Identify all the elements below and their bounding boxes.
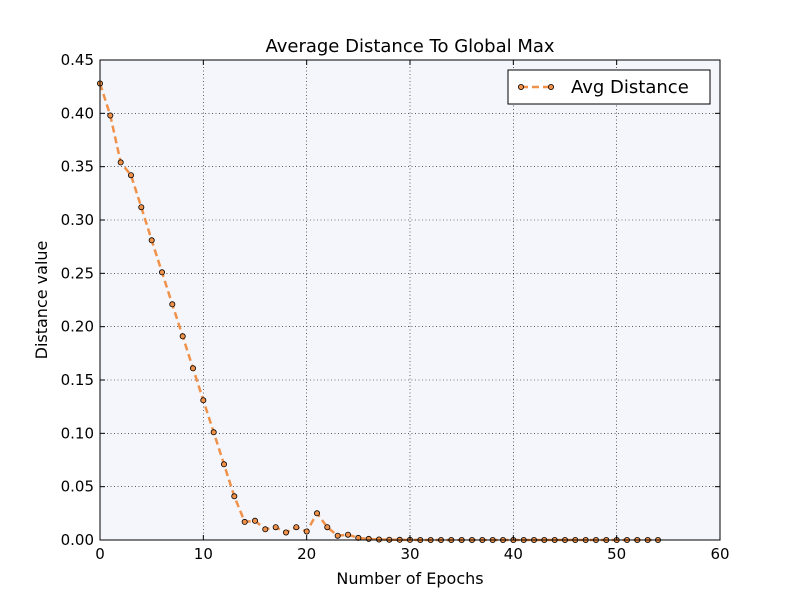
x-tick-label: 0	[95, 545, 105, 563]
data-point	[117, 159, 124, 166]
data-point	[210, 429, 217, 436]
y-axis-label: Distance value	[32, 241, 51, 360]
x-axis-label: Number of Epochs	[336, 569, 483, 588]
data-point	[355, 534, 362, 541]
legend-marker-sample	[518, 84, 525, 91]
data-point	[231, 493, 238, 500]
data-point	[272, 524, 279, 531]
y-tick-label: 0.35	[61, 158, 94, 176]
data-point	[344, 531, 351, 538]
x-tick-label: 20	[297, 545, 316, 563]
x-tick-label: 10	[194, 545, 213, 563]
data-point	[200, 397, 207, 404]
x-tick-label: 60	[710, 545, 729, 563]
axis-ticks: 0 10 20 30 40 50 60 0.00 0.05 0.10 0.15 0.20 0.25 0.3…	[61, 51, 730, 563]
x-tick-label: 50	[607, 545, 626, 563]
data-point	[262, 526, 269, 533]
data-point	[220, 461, 227, 468]
legend-marker-sample	[548, 84, 555, 91]
y-tick-label: 0.30	[61, 211, 94, 229]
legend-box	[507, 69, 711, 105]
legend: Avg Distance	[507, 69, 711, 105]
data-point	[189, 365, 196, 372]
legend-label: Avg Distance	[571, 77, 689, 98]
y-tick-label: 0.20	[61, 318, 94, 336]
grid-lines	[100, 60, 720, 540]
x-tick-label: 30	[400, 545, 419, 563]
data-point	[324, 524, 331, 531]
y-tick-label: 0.45	[61, 51, 94, 69]
y-tick-label: 0.10	[61, 424, 94, 442]
plot-area	[100, 60, 720, 540]
data-point	[148, 237, 155, 244]
data-point	[158, 269, 165, 276]
data-point	[303, 528, 310, 535]
data-point	[313, 510, 320, 517]
chart-title: Average Distance To Global Max	[265, 36, 554, 57]
data-point	[251, 517, 258, 524]
y-tick-label: 0.00	[61, 531, 94, 549]
data-point	[282, 529, 289, 536]
data-point	[107, 112, 114, 119]
y-tick-label: 0.05	[61, 478, 94, 496]
data-point	[293, 524, 300, 531]
x-tick-label: 40	[504, 545, 523, 563]
y-tick-label: 0.15	[61, 371, 94, 389]
data-point	[169, 301, 176, 308]
data-point	[365, 535, 372, 542]
data-point	[179, 333, 186, 340]
data-point	[241, 518, 248, 525]
data-point	[127, 172, 134, 179]
data-point	[334, 532, 341, 539]
data-point	[138, 204, 145, 211]
y-tick-label: 0.25	[61, 264, 94, 282]
y-tick-label: 0.40	[61, 104, 94, 122]
